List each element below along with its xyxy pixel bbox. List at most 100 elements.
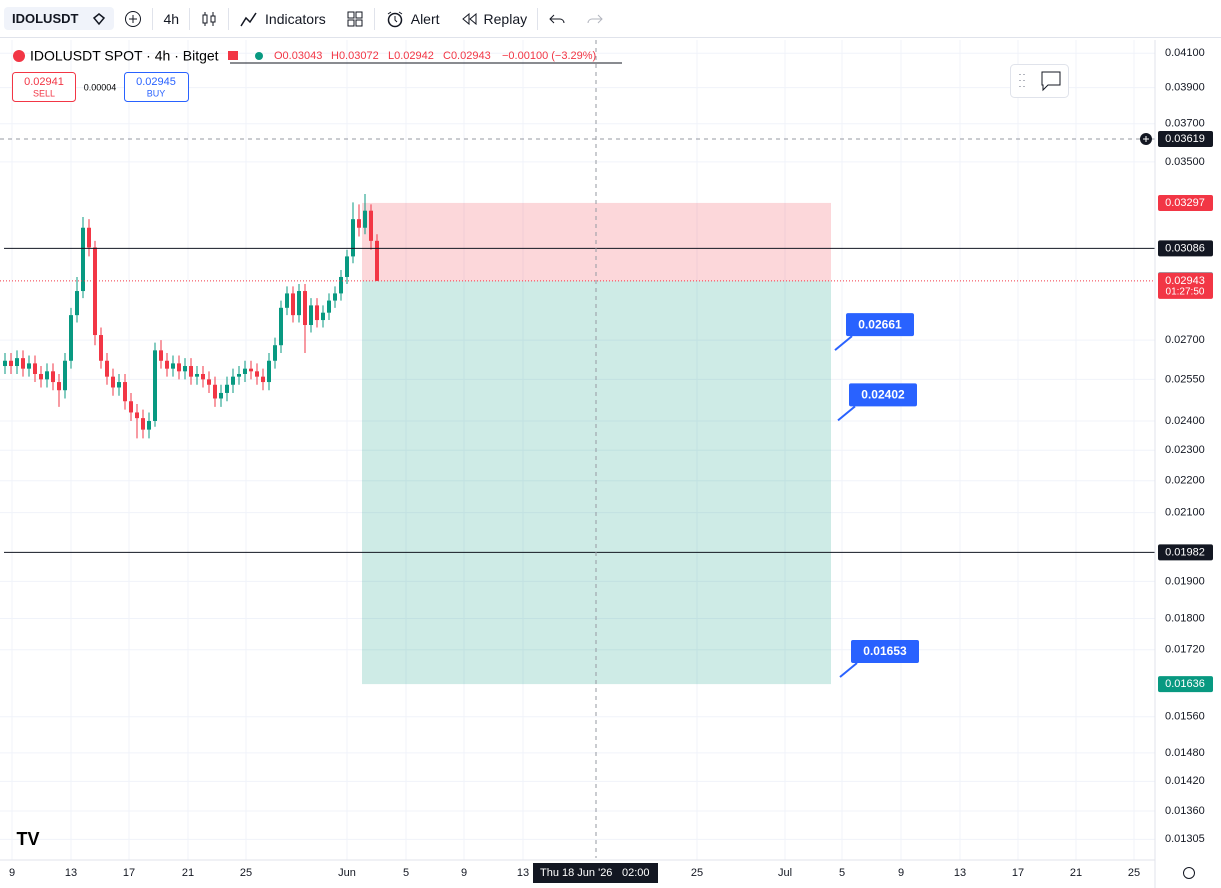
- y-tick-label: 0.03700: [1165, 118, 1205, 130]
- price-badge: [1158, 272, 1213, 299]
- candle-body: [225, 384, 229, 393]
- replay-label: Replay: [483, 10, 528, 27]
- price-badge: [1158, 130, 1213, 147]
- crosshair-date: Thu 18 Jun '26: [540, 867, 612, 879]
- callout-label: 0.02661: [858, 317, 902, 331]
- redo-button[interactable]: [576, 0, 614, 38]
- symbol-search[interactable]: IDOLUSDT: [4, 7, 115, 30]
- y-tick-label: 0.01560: [1165, 711, 1205, 723]
- callout-box: [846, 313, 914, 337]
- comment-icon[interactable]: [1041, 71, 1061, 92]
- candle-body: [171, 363, 175, 369]
- candle-body: [147, 420, 151, 430]
- spread: 0.00004: [84, 82, 117, 92]
- candle-body: [123, 382, 127, 402]
- candle-body: [219, 392, 223, 399]
- x-tick-label: 25: [240, 867, 252, 879]
- x-tick-label: 17: [1012, 867, 1024, 879]
- price-badge-label: 0.03297: [1165, 197, 1205, 209]
- candle-body: [15, 358, 19, 367]
- y-tick-label: 0.02400: [1165, 415, 1205, 427]
- candle-body: [177, 363, 181, 372]
- separator: [373, 7, 375, 30]
- symbol: IDOLUSDT: [12, 11, 79, 26]
- chart-type-button[interactable]: [190, 0, 228, 38]
- legend-close: C0.02943: [443, 50, 491, 62]
- icon: [587, 14, 603, 23]
- y-tick-label: 0.02200: [1165, 475, 1205, 487]
- candle-body: [213, 384, 217, 399]
- candle-body: [327, 300, 331, 313]
- x-tick-label: 21: [1070, 867, 1082, 879]
- sell-label: SELL: [33, 88, 55, 98]
- candle-body: [267, 360, 271, 383]
- price-badge: [1158, 194, 1213, 211]
- candle-body: [99, 335, 103, 361]
- candle-body: [243, 368, 247, 374]
- candle-body: [279, 307, 283, 346]
- sell-price: 0.02941: [24, 76, 64, 88]
- x-tick-label: 21: [182, 867, 194, 879]
- undo-button[interactable]: [538, 0, 576, 38]
- replay-button[interactable]: Replay: [450, 0, 538, 38]
- candle-body: [159, 350, 163, 361]
- y-tick-label: 0.03500: [1165, 156, 1205, 168]
- y-tick-label: 0.03900: [1165, 82, 1205, 94]
- candle-body: [249, 368, 253, 372]
- candle-body: [105, 360, 109, 377]
- callout-pointer: [837, 405, 856, 422]
- candle-body: [21, 358, 25, 369]
- candle-body: [255, 371, 259, 377]
- candle-body: [231, 376, 235, 385]
- separator: [152, 7, 154, 30]
- candle-body: [9, 360, 13, 367]
- x-tick-label: 25: [691, 867, 703, 879]
- alert-button[interactable]: Alert: [375, 0, 450, 38]
- y-tick-label: 0.01360: [1165, 805, 1205, 817]
- y-tick-label: 0.02700: [1165, 334, 1205, 346]
- candle-body: [321, 312, 325, 321]
- icon: [202, 11, 216, 26]
- x-tick-label: Jul: [778, 867, 792, 879]
- x-tick-label: 5: [839, 867, 845, 879]
- crosshair-clock: 02:00: [622, 867, 650, 879]
- add-symbol[interactable]: [114, 0, 152, 38]
- separator: [189, 7, 191, 30]
- price-badge-label: 0.03619: [1165, 133, 1205, 145]
- interval-button[interactable]: 4h: [153, 0, 189, 38]
- indicators-label: Indicators: [265, 10, 326, 27]
- candle-body: [51, 371, 55, 383]
- grid: 0.04100 0.03900 0.03700 0.03500 0.02700 0.025…: [0, 40, 1205, 879]
- settings-icon[interactable]: [1183, 867, 1195, 879]
- callout-pointer: [839, 662, 858, 678]
- toolbar: IDOLUSDT 4h Indicators Alert Replay: [0, 0, 1221, 38]
- candle-body: [129, 401, 133, 413]
- candle-body: [201, 373, 205, 380]
- buy-price: 0.02945: [136, 76, 176, 88]
- buy-button[interactable]: [124, 72, 189, 102]
- callout-label: 0.01653: [863, 644, 907, 658]
- callout-pointer: [834, 335, 853, 351]
- candle-body: [207, 379, 211, 385]
- x-tick-label: 13: [954, 867, 966, 879]
- candle-body: [87, 227, 91, 248]
- quick-toolbar[interactable]: [1010, 64, 1069, 98]
- x-tick-label: 9: [898, 867, 904, 879]
- candle-body: [93, 247, 97, 336]
- legend-high: H0.03072: [331, 50, 379, 62]
- candle-body: [363, 210, 367, 228]
- candle-body: [261, 376, 265, 383]
- candle-body: [165, 360, 169, 369]
- templates-button[interactable]: [336, 0, 374, 38]
- sell-button[interactable]: [12, 72, 76, 102]
- x-tick-label: 13: [517, 867, 529, 879]
- candle-body: [357, 219, 361, 228]
- crosshair-time-box: [533, 863, 658, 883]
- buy-label: BUY: [147, 88, 166, 98]
- indicators-button[interactable]: Indicators: [229, 0, 336, 38]
- price-badge: [1158, 676, 1213, 693]
- x-tick-label: 9: [9, 867, 15, 879]
- alert-label: Alert: [410, 10, 440, 27]
- candle-body: [273, 345, 277, 361]
- icon: [347, 11, 363, 26]
